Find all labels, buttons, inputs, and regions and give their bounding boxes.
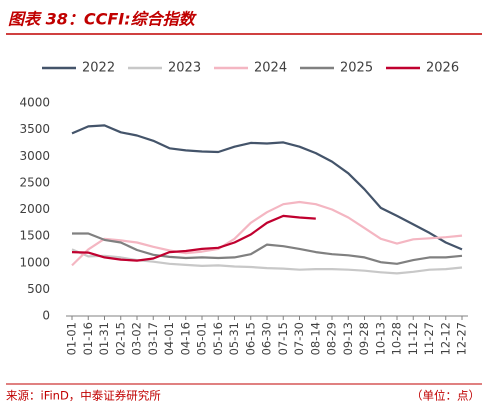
x-tick-label: 11-12 [406, 322, 420, 355]
x-tick-label: 01-31 [97, 322, 111, 355]
y-tick-label: 2000 [19, 202, 50, 216]
y-tick-label: 0 [42, 309, 50, 323]
source: 来源：iFinD，中泰证券研究所 [6, 389, 161, 403]
legend-label: 2025 [340, 61, 373, 76]
x-tick-label: 08-29 [325, 322, 339, 355]
x-tick-label: 11-27 [422, 322, 436, 355]
chart-title: 图表 38：CCFI:综合指数 [8, 10, 198, 29]
x-tick-label: 09-13 [341, 322, 355, 355]
x-tick-label: 06-30 [260, 322, 274, 355]
x-tick-label: 01-16 [81, 322, 95, 355]
x-tick-label: 07-15 [276, 322, 290, 355]
y-tick-label: 3000 [19, 149, 50, 163]
series-line [72, 232, 463, 265]
x-tick-label: 05-01 [195, 322, 209, 355]
x-tick-label: 12-27 [455, 322, 469, 355]
legend-label: 2026 [426, 61, 459, 76]
x-tick-label: 05-16 [211, 322, 225, 355]
x-tick-label: 10-28 [390, 322, 404, 355]
y-tick-label: 2500 [19, 175, 50, 189]
y-tick-label: 3500 [19, 122, 50, 136]
x-tick-label: 09-28 [357, 322, 371, 355]
y-tick-label: 500 [27, 282, 50, 296]
y-tick-label: 1000 [19, 255, 50, 269]
y-tick-label: 1500 [19, 229, 50, 243]
x-tick-label: 10-13 [373, 322, 387, 355]
x-tick-label: 03-02 [130, 322, 144, 355]
x-tick-label: 04-01 [162, 322, 176, 355]
x-tick-label: 12-12 [438, 322, 452, 355]
series-line [71, 124, 463, 251]
x-tick-label: 01-01 [65, 322, 79, 355]
x-tick-label: 08-14 [308, 322, 322, 355]
x-tick-label: 02-15 [113, 322, 127, 355]
series-line [71, 214, 316, 262]
legend-label: 2024 [254, 61, 287, 76]
legend-label: 2023 [168, 61, 201, 76]
unit: （单位：点） [411, 389, 480, 403]
x-tick-label: 05-31 [227, 322, 241, 355]
x-tick-label: 04-16 [178, 322, 192, 355]
series-line [71, 200, 463, 267]
x-tick-label: 07-30 [292, 322, 306, 355]
x-tick-label: 06-15 [243, 322, 257, 355]
legend-label: 2022 [82, 61, 115, 76]
y-tick-label: 4000 [19, 96, 50, 110]
x-tick-label: 03-17 [146, 322, 160, 355]
